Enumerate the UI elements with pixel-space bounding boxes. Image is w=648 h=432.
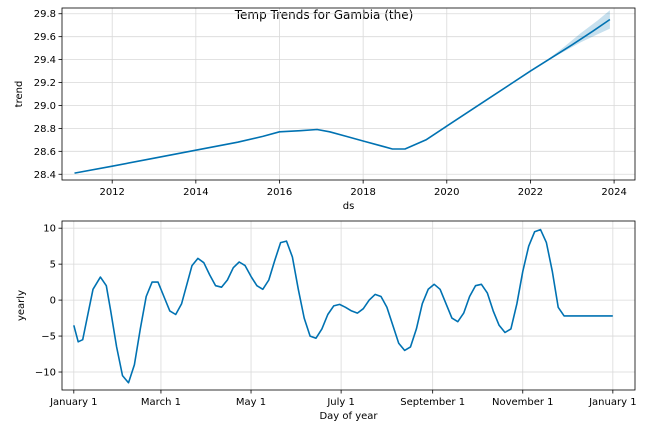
y-axis-label: trend xyxy=(14,81,25,108)
x-tick-label: July 1 xyxy=(326,397,355,408)
y-axis-label: yearly xyxy=(16,290,27,321)
x-axis-label: Day of year xyxy=(319,411,378,422)
y-tick-label: 28.4 xyxy=(34,170,56,181)
y-tick-label: 5 xyxy=(50,260,56,271)
yearly-panel: January 1 March 1 May 1 July 1 September 1 No… xyxy=(16,220,637,422)
x-tick-label: 2014 xyxy=(183,187,208,198)
y-tick-label: 10 xyxy=(43,224,56,235)
y-tick-label: 29.0 xyxy=(34,101,56,112)
y-tick-label: 29.2 xyxy=(34,78,56,89)
x-tick-label: 2018 xyxy=(350,187,375,198)
figure-title: Temp Trends for Gambia (the) xyxy=(234,8,414,22)
x-tick-label: September 1 xyxy=(400,397,465,408)
y-tick-label: 28.8 xyxy=(34,124,56,135)
x-tick-label: November 1 xyxy=(492,397,554,408)
y-tick-label: −10 xyxy=(35,368,56,379)
x-axis-label: ds xyxy=(343,201,355,212)
yearly-line xyxy=(73,228,613,384)
y-tick-label: 0 xyxy=(50,296,56,307)
x-tick-label: March 1 xyxy=(141,397,181,408)
x-tick-label: 2012 xyxy=(99,187,124,198)
y-tick-label: 29.4 xyxy=(34,55,56,66)
x-tick-label: 2022 xyxy=(518,187,543,198)
x-tick-label: 2024 xyxy=(601,187,626,198)
x-tick-label: 2020 xyxy=(434,187,459,198)
axes-frame xyxy=(61,220,636,391)
y-tick-label: 29.8 xyxy=(34,9,56,20)
y-tick-label: 28.6 xyxy=(34,147,56,158)
uncertainty-band xyxy=(543,10,610,64)
y-tick-label: −5 xyxy=(41,332,56,343)
x-tick-label: January 1 xyxy=(49,397,97,408)
y-tick-label: 29.6 xyxy=(34,32,56,43)
x-tick-label: May 1 xyxy=(236,397,266,408)
x-tick-label: January 1 xyxy=(588,397,636,408)
trend-line xyxy=(74,18,611,174)
axes-frame xyxy=(61,7,636,181)
trend-panel: 2012 2014 2016 2018 2020 2022 2024 28.4 28.6 28.8… xyxy=(14,7,636,212)
x-tick-label: 2016 xyxy=(267,187,292,198)
